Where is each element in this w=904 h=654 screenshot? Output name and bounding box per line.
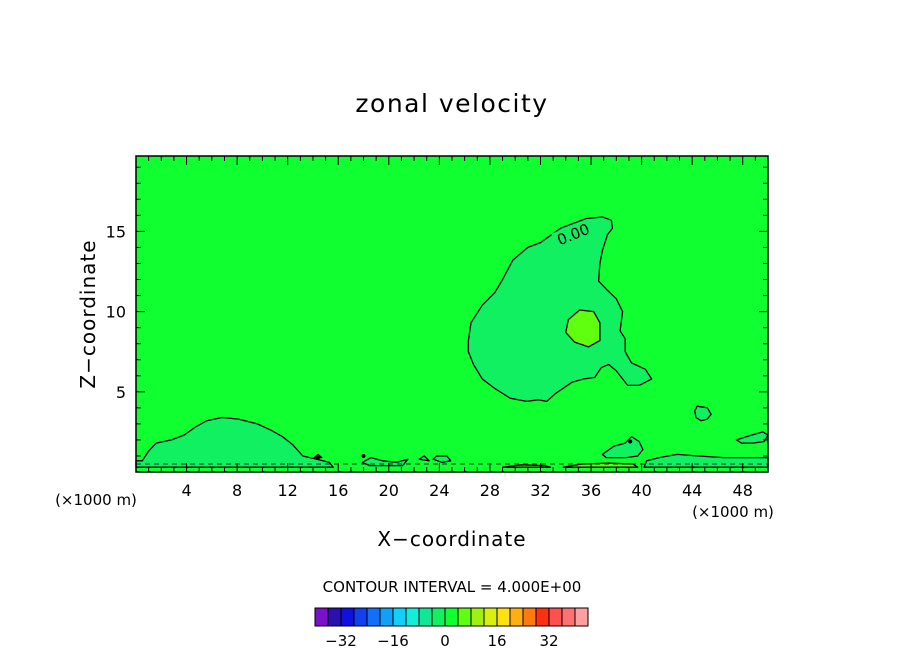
colorbar-swatch-14 (483, 607, 498, 627)
colorbar-swatch-8 (405, 607, 420, 627)
colorbar-swatch-1 (314, 607, 329, 627)
colorbar-swatch-7 (392, 607, 407, 627)
negative-contour-region-8 (432, 455, 452, 464)
negative-contour-region-6 (694, 405, 712, 422)
y-tick-label-10: 10 (106, 303, 126, 322)
negative-contour-region-9 (418, 455, 430, 462)
colorbar-swatch-4 (353, 607, 368, 627)
contour-point-1 (628, 439, 633, 444)
x-tick-label-12: 12 (278, 481, 298, 500)
negative-contour-region-1 (467, 216, 653, 403)
x-tick-label-36: 36 (581, 481, 601, 500)
colorbar-tick-label-1: −16 (377, 632, 409, 650)
y-axis: 5 10 15 (106, 166, 768, 457)
y-tick-label-15: 15 (106, 222, 126, 241)
colorbar-swatch-19 (548, 607, 563, 627)
negative-contour-region-4 (601, 436, 644, 459)
x-unit-label-left: (×1000 m) (55, 491, 137, 509)
x-axis: 4 8 12 16 20 24 28 32 36 40 44 48 (148, 156, 756, 500)
x-tick-label-32: 32 (530, 481, 550, 500)
colorbar-tick-label-4: 32 (539, 632, 558, 650)
colorbar-swatch-2 (327, 607, 342, 627)
colorbar-swatch-20 (561, 607, 576, 627)
colorbar-swatch-3 (340, 607, 355, 627)
y-axis-label: Z−coordinate (76, 239, 100, 388)
positive-contour-region-12 (501, 464, 552, 468)
x-tick-label-20: 20 (379, 481, 399, 500)
colorbar-swatch-17 (522, 607, 537, 627)
colorbar-swatch-6 (379, 607, 394, 627)
x-tick-label-28: 28 (480, 481, 500, 500)
colorbar-tick-label-2: 0 (440, 632, 450, 650)
colorbar-swatch-5 (366, 607, 381, 627)
colorbar-swatch-13 (470, 607, 485, 627)
colorbar-tick-label-0: −32 (325, 632, 357, 650)
colorbar-swatch-12 (457, 607, 472, 627)
colorbar-swatch-10 (431, 607, 446, 627)
plot-area: 0.00 (135, 155, 769, 473)
contour-point-2 (316, 455, 321, 460)
x-tick-label-8: 8 (232, 481, 242, 500)
x-tick-label-40: 40 (631, 481, 651, 500)
colorbar-swatch-21 (574, 607, 589, 627)
colorbar: −32 −16 0 16 32 (314, 607, 589, 650)
x-tick-label-48: 48 (733, 481, 753, 500)
x-tick-label-16: 16 (328, 481, 348, 500)
x-tick-label-24: 24 (429, 481, 449, 500)
x-tick-label-44: 44 (682, 481, 702, 500)
colorbar-tick-label-3: 16 (487, 632, 506, 650)
contour-point-3 (361, 453, 366, 458)
positive-contour-region-11 (565, 309, 601, 348)
colorbar-swatch-16 (509, 607, 524, 627)
negative-contour-region-5 (735, 431, 769, 444)
colorbar-swatch-9 (418, 607, 433, 627)
contour-label-background (551, 218, 595, 249)
negative-contour-region-2 (135, 416, 334, 468)
x-tick-label-4: 4 (181, 481, 191, 500)
y-tick-label-5: 5 (116, 383, 126, 402)
chart-title: zonal velocity (355, 89, 548, 118)
x-unit-label-right: (×1000 m) (692, 503, 774, 521)
colorbar-swatch-11 (444, 607, 459, 627)
colorbar-swatch-15 (496, 607, 511, 627)
contour-interval-text: CONTOUR INTERVAL = 4.000E+00 (323, 578, 582, 596)
x-axis-label: X−coordinate (377, 527, 526, 551)
colorbar-swatch-18 (535, 607, 550, 627)
